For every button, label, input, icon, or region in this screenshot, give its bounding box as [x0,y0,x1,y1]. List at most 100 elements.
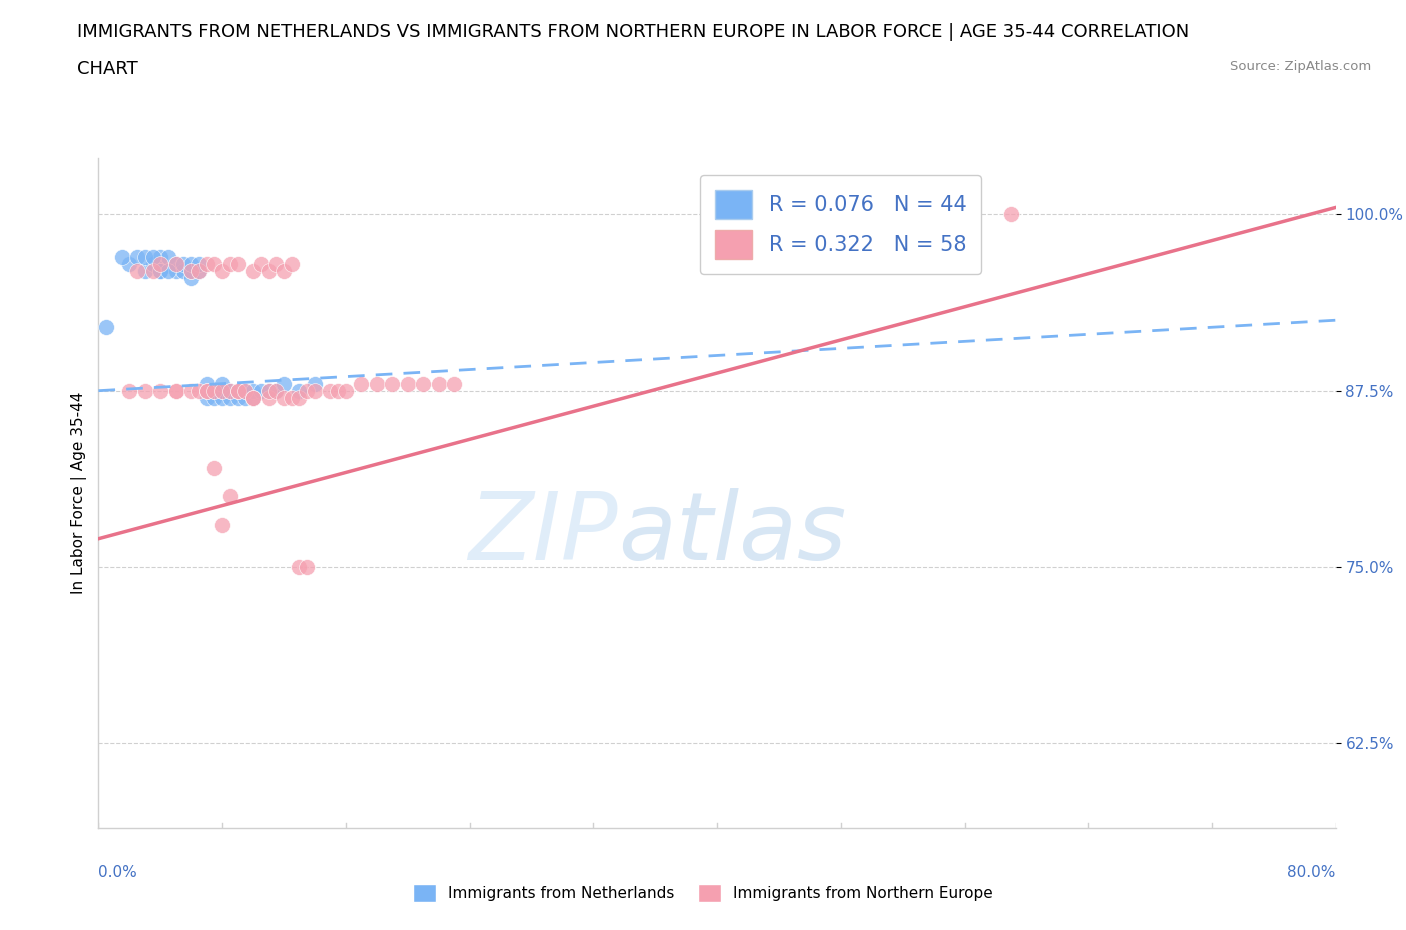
Point [257,391,280,405]
Text: CHART: CHART [77,60,138,78]
Point [297,383,319,398]
Point [257,383,280,398]
Point [165,383,187,398]
Point [233,391,257,405]
Point [226,383,249,398]
Point [204,383,226,398]
Text: 0.0%: 0.0% [98,865,138,880]
Point [188,263,211,278]
Point [281,257,304,272]
Point [257,383,280,398]
Point [204,383,226,398]
Text: Source: ZipAtlas.com: Source: ZipAtlas.com [1230,60,1371,73]
Point [149,383,172,398]
Point [264,257,288,272]
Point [326,383,350,398]
Point [226,383,249,398]
Point [188,257,211,272]
Point [141,263,165,278]
Point [141,249,165,264]
Point [149,257,172,272]
Point [96,320,118,335]
Point [195,383,218,398]
Point [381,377,404,392]
Point [180,383,202,398]
Point [211,383,233,398]
Point [396,377,419,392]
Point [211,263,233,278]
Point [180,271,202,286]
Point [288,391,311,405]
Point [443,377,465,392]
Point [195,257,218,272]
Point [134,263,156,278]
Point [134,249,156,264]
Point [118,383,141,398]
Point [195,391,218,405]
Point [165,383,187,398]
Point [211,383,233,398]
Point [304,377,326,392]
Point [319,383,342,398]
Point [165,263,187,278]
Point [226,383,249,398]
Legend: R = 0.076   N = 44, R = 0.322   N = 58: R = 0.076 N = 44, R = 0.322 N = 58 [700,175,981,273]
Point [134,383,156,398]
Point [366,377,388,392]
Point [127,263,149,278]
Point [233,383,257,398]
Y-axis label: In Labor Force | Age 35-44: In Labor Force | Age 35-44 [72,392,87,594]
Point [195,383,218,398]
Point [242,383,264,398]
Point [188,263,211,278]
Point [180,263,202,278]
Point [412,377,434,392]
Point [204,460,226,475]
Point [257,263,280,278]
Point [264,383,288,398]
Point [172,257,194,272]
Point [180,263,202,278]
Point [242,391,264,405]
Point [233,383,257,398]
Point [242,391,264,405]
Point [188,383,211,398]
Point [250,257,273,272]
Legend: Immigrants from Netherlands, Immigrants from Northern Europe: Immigrants from Netherlands, Immigrants … [408,878,998,909]
Point [264,383,288,398]
Text: IMMIGRANTS FROM NETHERLANDS VS IMMIGRANTS FROM NORTHERN EUROPE IN LABOR FORCE | : IMMIGRANTS FROM NETHERLANDS VS IMMIGRANT… [77,23,1189,41]
Point [195,383,218,398]
Point [427,377,450,392]
Point [141,257,165,272]
Text: atlas: atlas [619,487,846,578]
Point [219,383,242,398]
Point [204,391,226,405]
Point [273,391,295,405]
Point [118,257,141,272]
Point [219,489,242,504]
Point [350,377,373,392]
Point [211,377,233,392]
Point [242,263,264,278]
Text: 80.0%: 80.0% [1288,865,1336,880]
Point [273,263,295,278]
Point [204,257,226,272]
Point [288,560,311,575]
Point [226,391,249,405]
Point [281,391,304,405]
Point [219,383,242,398]
Point [297,560,319,575]
Point [242,391,264,405]
Point [149,263,172,278]
Point [226,257,249,272]
Point [1000,207,1022,222]
Point [127,249,149,264]
Point [195,377,218,392]
Point [219,391,242,405]
Point [157,249,180,264]
Point [149,263,172,278]
Point [180,257,202,272]
Point [273,377,295,392]
Point [250,383,273,398]
Point [165,257,187,272]
